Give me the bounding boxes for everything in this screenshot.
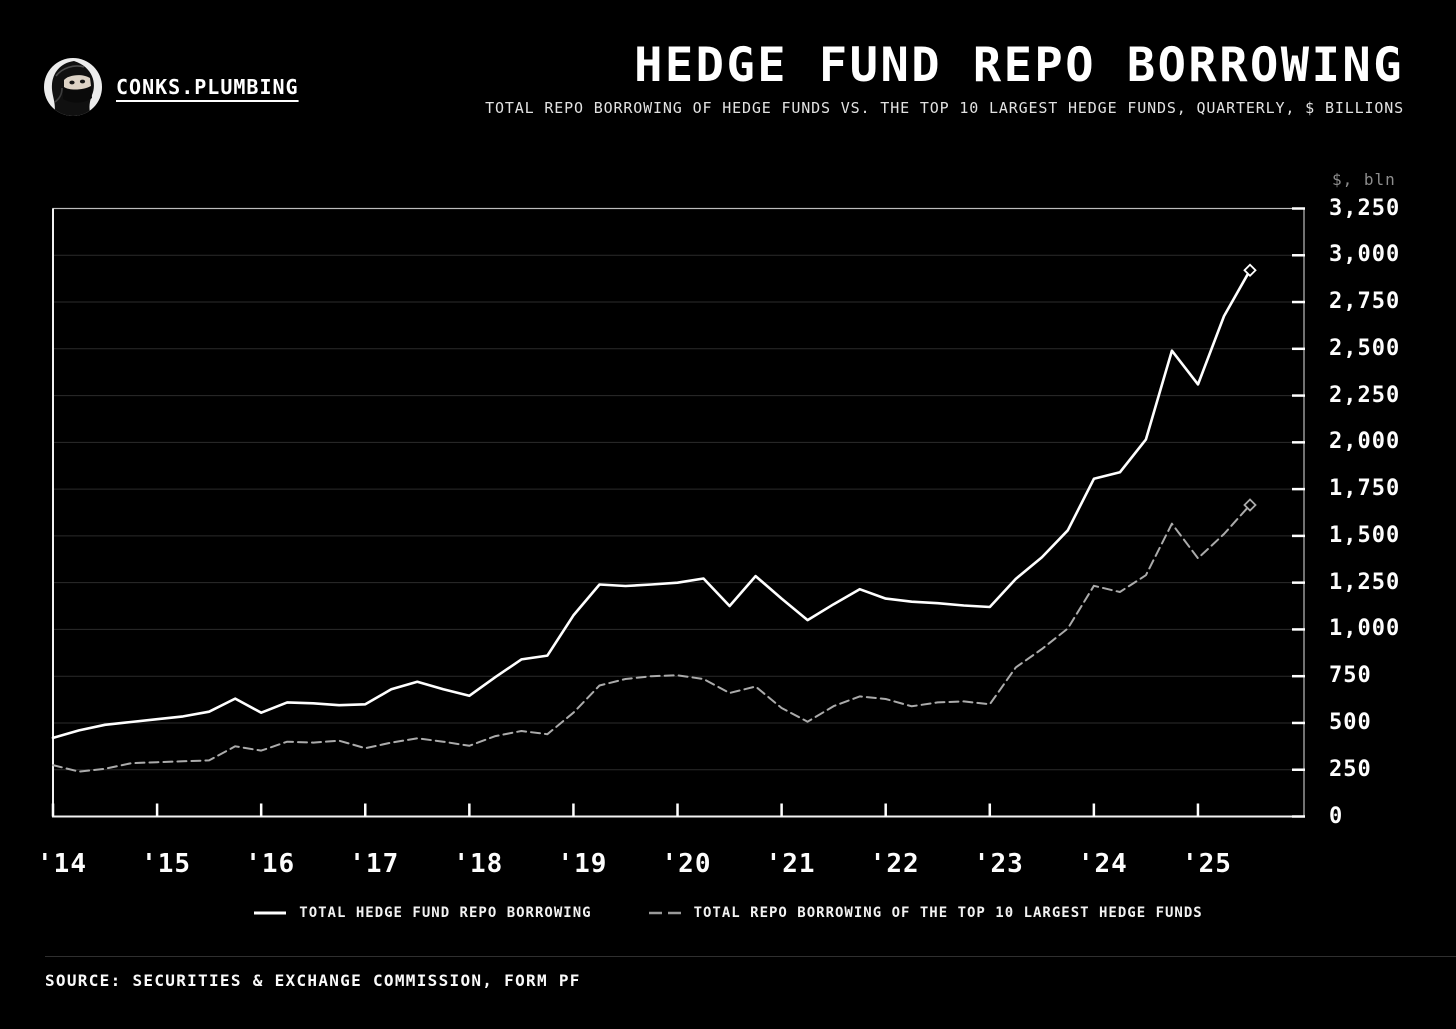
x-axis-label: '17 — [349, 849, 400, 879]
legend-label: TOTAL HEDGE FUND REPO BORROWING — [299, 905, 592, 921]
chart-legend: TOTAL HEDGE FUND REPO BORROWING TOTAL REP… — [0, 905, 1456, 921]
x-axis-label: '21 — [765, 849, 816, 879]
chart-title: HEDGE FUND REPO BORROWING — [634, 38, 1404, 93]
legend-item-dashed: TOTAL REPO BORROWING OF THE TOP 10 LARGE… — [648, 905, 1203, 921]
source-note: SOURCE: SECURITIES & EXCHANGE COMMISSION… — [45, 971, 581, 990]
y-axis-unit-label: $, bln — [1332, 170, 1396, 189]
y-axis-label: 500 — [1329, 709, 1372, 735]
x-axis-label: '24 — [1077, 849, 1128, 879]
y-axis-label: 2,000 — [1329, 429, 1401, 455]
footer-divider — [45, 956, 1456, 957]
x-axis-label: '15 — [141, 849, 192, 879]
y-axis-label: 250 — [1329, 756, 1372, 782]
y-axis-label: 750 — [1329, 663, 1372, 689]
x-axis-label: '19 — [557, 849, 608, 879]
x-axis-label: '23 — [973, 849, 1024, 879]
y-axis-label: 0 — [1329, 803, 1344, 829]
x-axis-label: '16 — [245, 849, 296, 879]
y-axis-label: 1,000 — [1329, 616, 1401, 642]
brand-link[interactable]: CONKS.PLUMBING — [116, 75, 299, 99]
end-diamond-marker — [1243, 263, 1257, 278]
y-axis-label: 2,500 — [1329, 335, 1401, 361]
legend-label: TOTAL REPO BORROWING OF THE TOP 10 LARGE… — [693, 905, 1203, 921]
y-axis-label: 2,250 — [1329, 382, 1401, 408]
brand-block: CONKS.PLUMBING — [44, 58, 299, 116]
dashed-line-swatch-icon — [648, 911, 681, 915]
plot-frame — [52, 207, 1305, 818]
end-diamond-marker — [1243, 498, 1257, 512]
y-axis-label: 1,500 — [1329, 522, 1401, 548]
chart-subtitle: TOTAL REPO BORROWING OF HEDGE FUNDS VS. … — [485, 99, 1404, 117]
title-block: HEDGE FUND REPO BORROWING TOTAL REPO BOR… — [485, 42, 1404, 117]
y-axis-label: 1,750 — [1329, 476, 1401, 502]
series-line-solid — [51, 268, 1252, 740]
x-axis-label: '22 — [869, 849, 920, 879]
x-axis-label: '25 — [1181, 849, 1232, 879]
x-axis-label: '20 — [661, 849, 712, 879]
y-axis-label: 3,000 — [1329, 242, 1401, 268]
y-axis-label: 2,750 — [1329, 289, 1401, 315]
solid-line-swatch-icon — [254, 911, 287, 915]
x-axis-label: '14 — [37, 849, 87, 879]
x-axis-label: '18 — [453, 849, 504, 879]
legend-item-solid: TOTAL HEDGE FUND REPO BORROWING — [253, 905, 591, 921]
ninja-avatar-icon — [44, 58, 102, 116]
series-line-dashed — [52, 504, 1251, 773]
y-axis-label: 1,250 — [1329, 569, 1401, 595]
y-axis-label: 3,250 — [1329, 195, 1401, 221]
